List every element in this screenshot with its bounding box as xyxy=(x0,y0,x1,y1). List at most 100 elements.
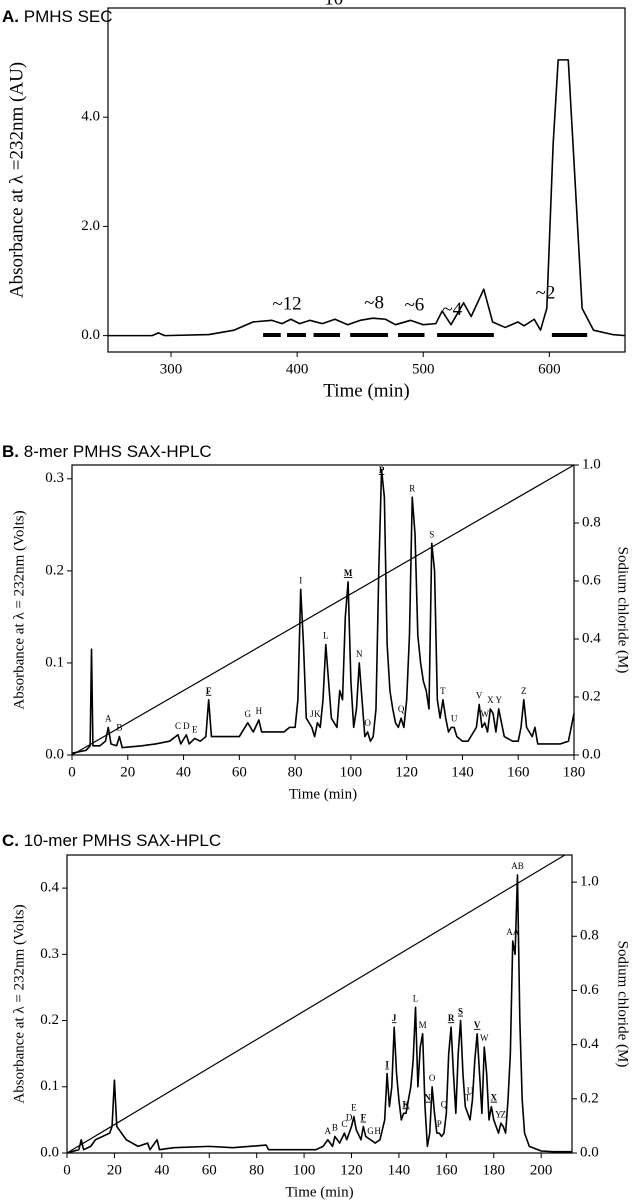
x-tick-label: 40 xyxy=(154,1162,169,1178)
peak-label: U xyxy=(467,1086,474,1096)
plot-frame xyxy=(66,854,573,1154)
x-tick-label: 120 xyxy=(395,764,418,780)
peak-label: A xyxy=(325,1126,332,1136)
peak-label: L xyxy=(323,631,329,641)
peak-label: V xyxy=(474,1020,481,1030)
peak-label: Y xyxy=(495,695,502,705)
x-tick-label: 20 xyxy=(120,764,135,780)
peak-label: S xyxy=(458,1007,463,1017)
x-axis-label: Time (min) xyxy=(289,786,357,802)
x-tick-label: 400 xyxy=(286,361,309,377)
y-tick-label: 0.4 xyxy=(40,880,59,896)
panel-label: A. xyxy=(2,7,19,26)
y-tick-label: 0.1 xyxy=(40,1078,59,1094)
y-tick-label: 0.0 xyxy=(81,327,100,343)
peak-label: B xyxy=(332,1123,338,1133)
peak-label: E xyxy=(192,724,198,734)
title-text: PMHS SEC xyxy=(24,7,113,26)
peak-label: E xyxy=(351,1103,357,1113)
peak-label: Q xyxy=(398,704,405,714)
x-tick-label: 140 xyxy=(388,1162,411,1178)
x-tick-label: 40 xyxy=(176,764,191,780)
y-tick-label: 0.0 xyxy=(45,746,64,762)
x-tick-label: 160 xyxy=(507,764,530,780)
peak-label: G xyxy=(367,1126,374,1136)
peak-label: AA xyxy=(506,927,519,937)
gradient-line xyxy=(71,464,575,756)
x-tick-label: 60 xyxy=(232,764,247,780)
x-tick-label: 100 xyxy=(293,1162,316,1178)
peak-label: N xyxy=(356,649,363,659)
y-tick-label: 0.2 xyxy=(40,1012,59,1028)
y2-tick-label: 0.4 xyxy=(580,1036,599,1052)
y2-tick-label: 0.2 xyxy=(582,688,601,704)
y-tick-label: 4.0 xyxy=(81,109,100,125)
x-axis-label: Time (min) xyxy=(285,1184,353,1200)
peak-label: T xyxy=(440,686,446,696)
peak-label: U xyxy=(451,713,458,723)
y2-tick-label: 0.0 xyxy=(580,1144,599,1160)
peak-label: W xyxy=(480,1033,489,1043)
x-tick-label: 500 xyxy=(412,361,435,377)
peak-label: ~12 xyxy=(272,294,301,315)
x-tick-label: 80 xyxy=(249,1162,264,1178)
y-axis-label: Absorbance at λ = 232nm (Volts) xyxy=(11,510,27,709)
peak-label: X xyxy=(487,695,494,705)
peak-label: I xyxy=(385,1060,389,1070)
peak-label: J xyxy=(392,1013,397,1023)
peak-label: C xyxy=(341,1119,347,1129)
peak-label: J xyxy=(310,709,314,719)
x-tick-label: 0 xyxy=(63,1162,71,1178)
peak-label: L xyxy=(413,993,419,1003)
y2-tick-label: 0.6 xyxy=(580,982,599,998)
peak-label: K xyxy=(314,709,321,719)
peak-label: M xyxy=(419,1020,427,1030)
peak-label: M xyxy=(344,568,353,578)
panel-title: C. 10-mer PMHS SAX-HPLC xyxy=(2,831,221,850)
title-text: 10-mer PMHS SAX-HPLC xyxy=(24,831,221,850)
y-tick-label: 0.3 xyxy=(40,946,59,962)
peak-label: C xyxy=(175,721,181,731)
peak-label: ~2 xyxy=(536,283,556,304)
y-axis-label: Absorbance at λ =232nm (AU) xyxy=(6,62,27,298)
y-tick-label: 0.0 xyxy=(40,1144,59,1160)
y-tick-label: 2.0 xyxy=(81,218,100,234)
peak-label: F xyxy=(361,1113,367,1123)
peak-label: S xyxy=(429,529,434,539)
panel-label: B. xyxy=(2,442,19,461)
panel-title: B. 8-mer PMHS SAX-HPLC xyxy=(2,442,212,461)
peak-label: ~8 xyxy=(364,293,384,314)
panel-label: C. xyxy=(2,831,19,850)
x-axis-label: Time (min) xyxy=(323,380,409,401)
y2-tick-label: 0.6 xyxy=(582,572,601,588)
peak-label: P xyxy=(379,465,385,475)
x-tick-label: 100 xyxy=(340,764,363,780)
trace-line xyxy=(108,59,626,337)
x-tick-label: 180 xyxy=(483,1162,506,1178)
y-tick-label: 0.1 xyxy=(45,654,64,670)
x-tick-label: 300 xyxy=(160,361,183,377)
peak-label: ~4 xyxy=(442,299,462,320)
peak-label: Z xyxy=(521,686,527,696)
peak-label: O xyxy=(364,718,371,728)
y-tick-label: 0.3 xyxy=(45,470,64,486)
x-tick-label: 160 xyxy=(435,1162,458,1178)
y-tick-label: 0.2 xyxy=(45,562,64,578)
y2-tick-label: 1.0 xyxy=(582,456,601,472)
peak-label: T xyxy=(465,1093,471,1103)
y2-tick-label: 0.4 xyxy=(582,630,601,646)
y2-tick-label: 0.2 xyxy=(580,1090,599,1106)
peak-label: H xyxy=(374,1126,381,1136)
y2-tick-label: 0.8 xyxy=(580,928,599,944)
y2-axis-label: Sodium chloride (M) xyxy=(615,941,631,1068)
peak-label: Q xyxy=(441,1099,448,1109)
title-text: 8-mer PMHS SAX-HPLC xyxy=(24,442,212,461)
y2-tick-label: 0.0 xyxy=(582,746,601,762)
peak-label: B xyxy=(116,723,122,733)
x-tick-label: 0 xyxy=(68,764,76,780)
y2-tick-label: 0.8 xyxy=(582,514,601,530)
x-tick-label: 20 xyxy=(107,1162,122,1178)
peak-label: ~10 xyxy=(314,0,343,9)
peak-label: W xyxy=(481,709,490,719)
peak-label: O xyxy=(429,1073,436,1083)
